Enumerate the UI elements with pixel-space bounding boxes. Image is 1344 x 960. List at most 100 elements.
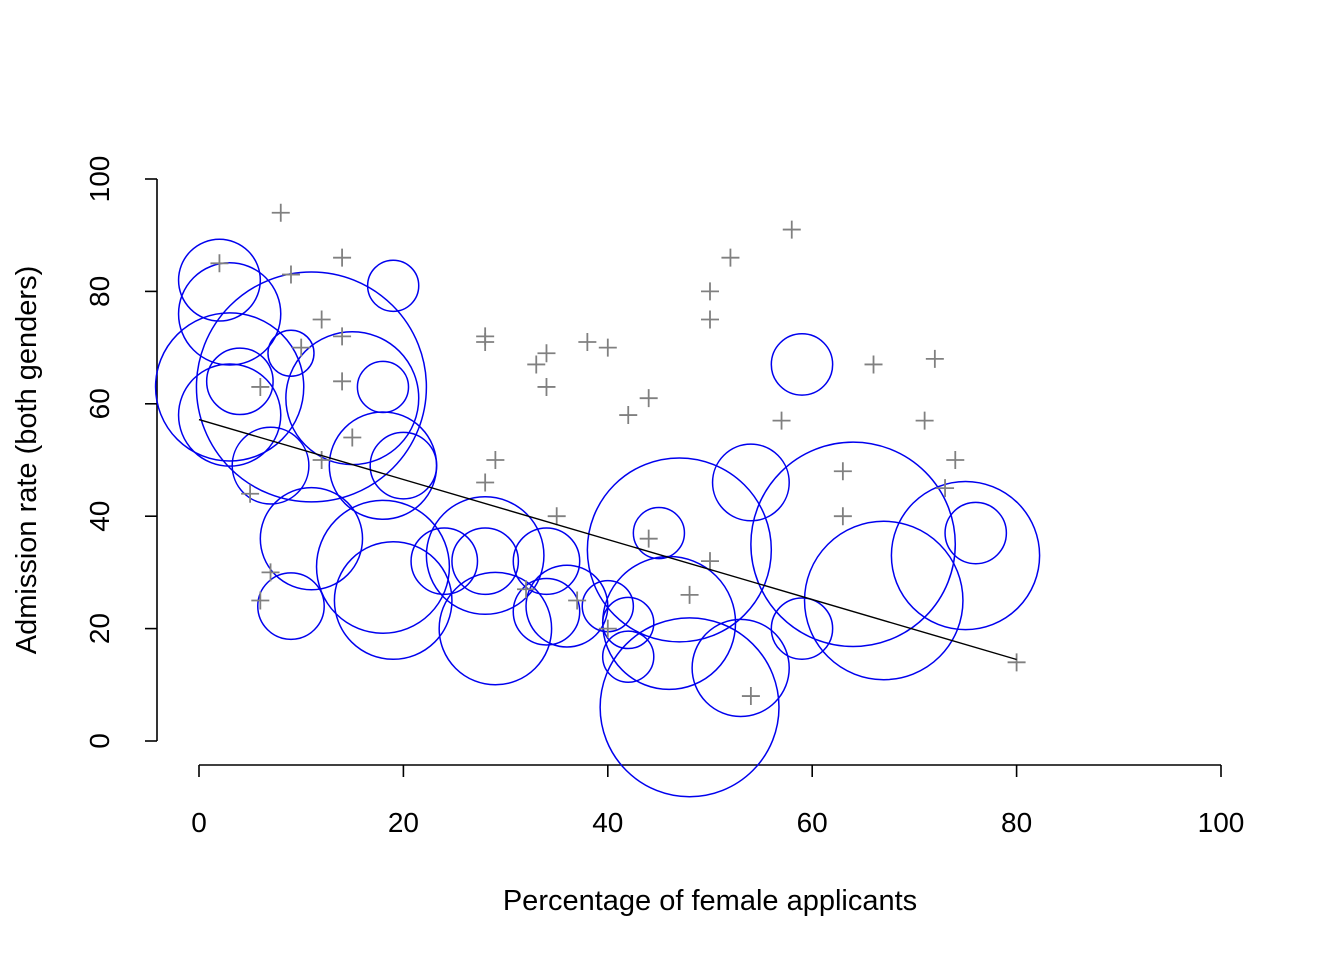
cross-point [568,591,587,610]
cross-point [476,332,495,351]
bubble-point [711,443,790,522]
cross-point [271,203,290,222]
cross-point [578,332,597,351]
bubble-point [315,499,451,634]
bubble-point [425,496,545,616]
cross-point [936,479,955,498]
bubble-point [333,540,453,661]
cross-point [1007,653,1026,672]
cross-point [598,338,617,357]
bubble-point [410,527,479,596]
cross-point [782,220,801,239]
x-tick-label: 80 [1001,807,1032,838]
x-tick-label: 100 [1198,807,1245,838]
cross-point [537,377,556,396]
bubble-point [599,617,780,798]
bubble-point [356,360,410,414]
bubble-point [231,426,310,505]
cross-point [598,619,617,638]
cross-point [639,389,658,408]
cross-point [946,451,965,469]
bubble-point [512,577,581,646]
bubble-point [586,457,773,643]
bubble-point [512,527,581,596]
bubble-point [770,597,834,661]
bubble-point [177,262,282,366]
bubble-point [267,329,315,377]
cross-point [333,248,352,267]
cross-point [486,451,505,469]
cross-point [312,310,331,329]
y-tick-label: 0 [84,733,115,749]
bubble-point [177,363,282,467]
bubble-point [770,333,834,396]
cross-point [925,349,944,368]
y-axis-title: Admission rate (both genders) [11,266,43,654]
x-tick-label: 40 [592,807,623,838]
cross-point [701,310,719,329]
bubble-point [451,527,520,596]
bubble-point [438,571,553,686]
cross-point [292,338,311,357]
cross-point [701,552,719,571]
cross-point [312,451,331,469]
cross-point [476,473,495,492]
cross-point [721,248,740,267]
cross-point [680,585,699,604]
regression-line [198,418,1017,661]
cross-point [333,372,352,391]
cross-point [343,428,362,447]
y-tick-label: 20 [84,613,115,644]
cross-point [639,529,658,548]
bubble-point [601,630,655,684]
cross-point [251,591,270,610]
cross-point [281,265,300,284]
plot-marks [154,203,1041,798]
bubble-point [750,441,957,648]
bubble-point [257,572,325,641]
bubble-point [632,506,686,560]
cross-point [527,355,546,374]
cross-point [261,563,280,582]
cross-point [741,687,760,706]
axes: 0 20 40 60 80 100 0 20 40 60 80 100 [84,156,1244,838]
bubble-point [154,312,305,462]
bubble-point [366,259,420,313]
bubble-point [328,411,438,521]
cross-point [833,462,852,481]
bubble-point [195,271,428,503]
y-tick-label: 40 [84,501,115,532]
bubble-point [177,238,262,322]
cross-point [701,282,719,301]
bubble-point [525,564,609,648]
bubble-point [205,347,274,416]
y-tick-label: 60 [84,388,115,419]
bubble-point [601,596,655,650]
x-tick-label: 20 [388,807,419,838]
cross-point [619,406,638,425]
cross-point [210,254,229,273]
bubble-point [890,480,1041,631]
cross-point [333,327,352,346]
cross-point [537,344,556,363]
bubble-point [369,431,438,500]
bubble-point [803,520,964,681]
cross-point [833,507,852,526]
cross-point [517,580,536,599]
bubble-point [944,501,1008,565]
bubble-point [691,618,790,718]
y-tick-label: 100 [84,156,115,203]
cross-point [864,355,883,374]
bubble-point [259,486,364,591]
cross-point [547,507,566,526]
x-tick-label: 0 [191,807,207,838]
y-tick-label: 80 [84,276,115,307]
cross-point [772,411,791,430]
cross-point [241,484,260,503]
cross-point [915,411,934,430]
x-tick-label: 60 [797,807,828,838]
cross-point [251,377,270,396]
x-axis-title: Percentage of female applicants [503,885,917,917]
